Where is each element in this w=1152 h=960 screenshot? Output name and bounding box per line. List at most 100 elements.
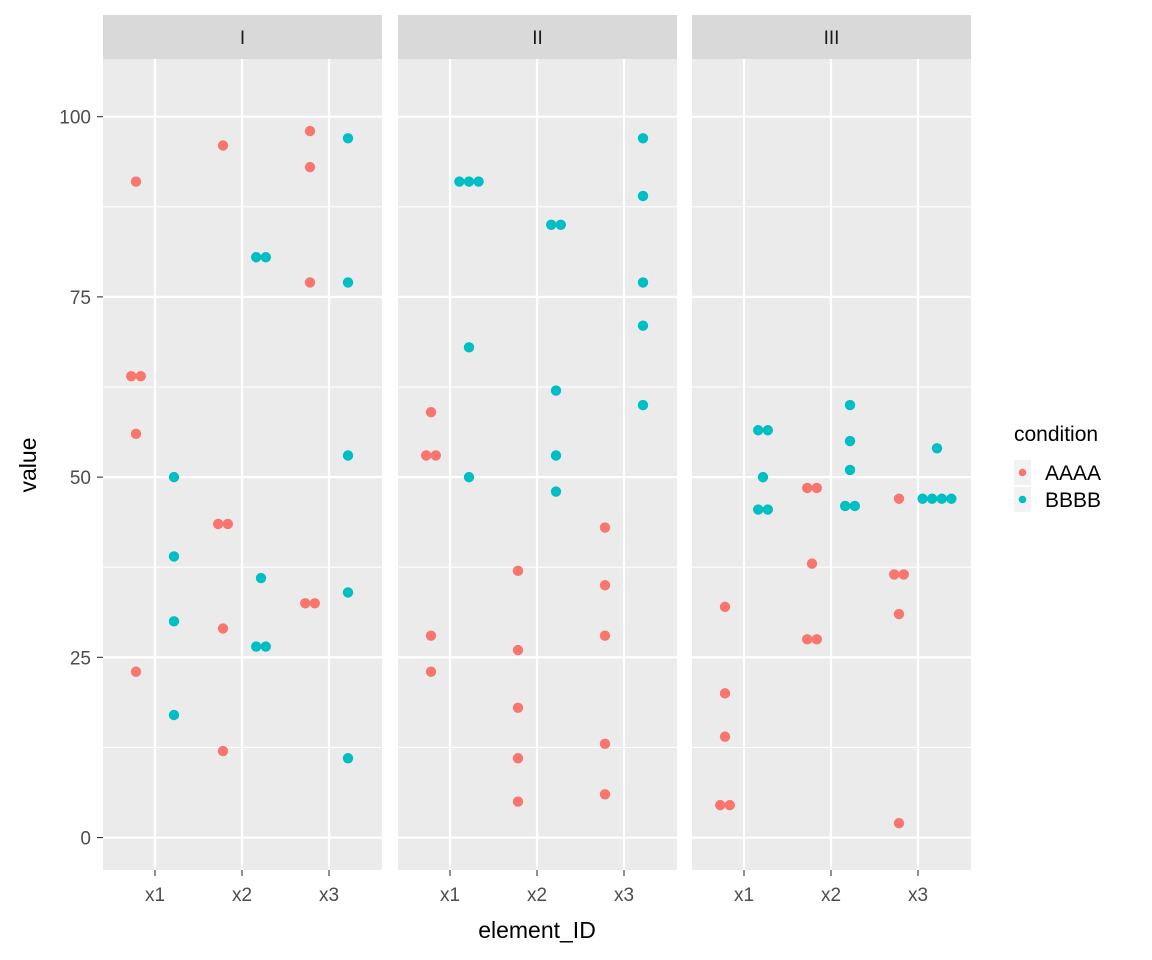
data-point-AAAA (512, 702, 524, 713)
data-point-BBBB (936, 493, 947, 504)
data-point-BBBB (342, 587, 354, 598)
data-point-AAAA (425, 666, 437, 677)
data-point-AAAA (724, 799, 735, 811)
data-point-BBBB (168, 616, 180, 627)
data-point-AAAA (304, 277, 316, 288)
x-axis-title: element_ID (478, 917, 596, 943)
data-point-AAAA (599, 738, 611, 750)
legend: condition AAAA BBBB (1014, 423, 1101, 512)
x-tick-label: x3 (908, 885, 928, 906)
data-point-BBBB (917, 493, 928, 504)
facet-strip (103, 15, 382, 59)
data-point-BBBB (251, 641, 262, 652)
data-point-AAAA (802, 482, 813, 494)
data-point-AAAA (217, 623, 229, 634)
data-point-AAAA (811, 634, 822, 645)
data-point-BBBB (555, 219, 566, 231)
data-point-AAAA (304, 161, 316, 173)
x-tick-label: x1 (734, 885, 754, 906)
data-point-BBBB (168, 551, 180, 562)
y-tick-label: 0 (80, 829, 91, 850)
facet-strip-label: II (532, 28, 543, 49)
data-point-BBBB (546, 219, 557, 231)
data-point-BBBB (946, 493, 957, 504)
data-point-AAAA (222, 518, 233, 530)
data-point-BBBB (260, 252, 271, 263)
data-point-AAAA (309, 598, 320, 609)
data-point-BBBB (931, 443, 943, 454)
y-tick-label: 50 (70, 468, 91, 489)
data-point-AAAA (130, 176, 142, 187)
data-point-AAAA (304, 125, 316, 137)
data-point-BBBB (927, 493, 938, 504)
data-point-AAAA (512, 796, 524, 807)
x-tick-label: x3 (614, 885, 634, 906)
data-point-BBBB (550, 486, 562, 497)
data-point-AAAA (599, 789, 611, 800)
data-point-BBBB (637, 399, 649, 411)
data-point-AAAA (893, 493, 905, 504)
facet-strip (692, 15, 971, 59)
x-tick-label: x1 (145, 885, 165, 906)
x-tick-label: x3 (319, 885, 339, 906)
data-point-BBBB (550, 450, 562, 461)
data-point-AAAA (715, 799, 726, 811)
x-tick-label: x2 (232, 885, 252, 906)
data-point-AAAA (135, 370, 146, 382)
data-point-AAAA (811, 482, 822, 494)
y-tick-label: 25 (70, 648, 91, 669)
data-point-BBBB (260, 641, 271, 652)
data-point-AAAA (217, 140, 229, 151)
data-point-BBBB (473, 176, 484, 187)
data-point-BBBB (168, 709, 180, 721)
data-point-BBBB (463, 342, 475, 353)
legend-marker (1018, 495, 1027, 504)
data-point-AAAA (217, 745, 229, 757)
data-point-AAAA (213, 518, 224, 530)
data-point-AAAA (512, 644, 524, 656)
y-axis: 0 25 50 75 100 (59, 108, 103, 850)
data-point-AAAA (898, 569, 909, 580)
data-point-BBBB (168, 471, 180, 483)
data-point-BBBB (753, 425, 764, 436)
data-point-BBBB (342, 133, 354, 144)
data-point-AAAA (893, 608, 905, 620)
panels-layer: x1 x2 x3 Ix1 x2 x3 II x1 x2 x3 III (103, 15, 971, 906)
legend-label-AAAA: AAAA (1045, 462, 1101, 485)
x-tick-label: x2 (821, 885, 841, 906)
data-point-BBBB (342, 753, 354, 764)
data-point-AAAA (300, 598, 311, 609)
data-point-BBBB (762, 504, 773, 515)
data-point-AAAA (425, 630, 437, 641)
panel-III: x1 x2 x3 III (692, 15, 971, 906)
facet-strip (398, 15, 677, 59)
data-point-BBBB (844, 435, 856, 447)
legend-title: condition (1014, 423, 1098, 446)
data-point-BBBB (844, 464, 856, 476)
data-point-BBBB (637, 320, 649, 331)
data-point-AAAA (126, 370, 137, 382)
legend-label-BBBB: BBBB (1045, 489, 1101, 512)
data-point-AAAA (421, 450, 432, 461)
data-point-AAAA (599, 522, 611, 533)
data-point-BBBB (342, 277, 354, 288)
data-point-BBBB (463, 176, 475, 187)
y-tick-label: 100 (59, 108, 91, 129)
data-point-BBBB (454, 176, 465, 187)
data-point-AAAA (599, 580, 611, 591)
data-point-AAAA (719, 688, 731, 699)
facet-strip-label: III (824, 28, 840, 49)
data-point-BBBB (251, 252, 262, 263)
data-point-AAAA (512, 565, 524, 577)
data-point-AAAA (430, 450, 441, 461)
legend-marker (1018, 468, 1027, 477)
data-point-AAAA (893, 817, 905, 829)
data-point-BBBB (840, 500, 851, 512)
data-point-BBBB (637, 133, 649, 144)
data-point-AAAA (425, 407, 437, 418)
x-tick-label: x1 (440, 885, 460, 906)
data-point-AAAA (719, 601, 731, 613)
data-point-BBBB (255, 572, 267, 584)
data-point-AAAA (130, 428, 142, 440)
